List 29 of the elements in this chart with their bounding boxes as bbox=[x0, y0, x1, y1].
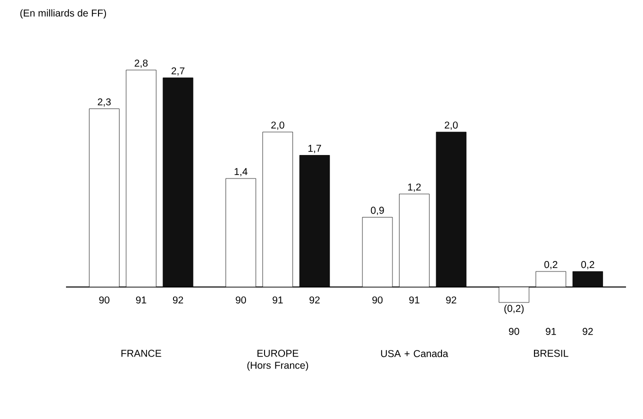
x-tick-label: USA + Canada bbox=[381, 350, 448, 358]
data-label: 1,2 bbox=[408, 184, 421, 192]
series-label: 92 bbox=[172, 296, 184, 304]
data-label: 1,7 bbox=[308, 144, 322, 154]
data-label: 2,0 bbox=[444, 122, 458, 130]
text: (En milliards de FF) bbox=[20, 9, 106, 19]
data-label: 0,9 bbox=[370, 206, 384, 216]
x-tick-label: EUROPE (Hors France) bbox=[247, 350, 308, 371]
text: 91 bbox=[409, 296, 420, 304]
x-tick-label: BRESIL bbox=[534, 350, 568, 357]
data-label: 0,2 bbox=[581, 261, 594, 270]
data-label: 2,8 bbox=[134, 60, 148, 68]
data-label: 2,7 bbox=[172, 67, 184, 76]
data-label: 0,2 bbox=[544, 261, 558, 270]
data-label: 2,3 bbox=[98, 98, 111, 107]
x-tick-label: FRANCE bbox=[121, 350, 162, 357]
series-label: 91 bbox=[136, 296, 146, 304]
text: 92 bbox=[310, 296, 320, 304]
data-label: 1,4 bbox=[234, 168, 248, 176]
text: 90 bbox=[236, 296, 246, 304]
data-label: 2,0 bbox=[271, 122, 284, 130]
series-label: 90 bbox=[99, 296, 110, 304]
text: 92 bbox=[582, 328, 593, 335]
text: 90 bbox=[372, 296, 383, 304]
text: 91 bbox=[546, 328, 556, 335]
data-label: (0,2) bbox=[504, 304, 524, 314]
text: 92 bbox=[446, 296, 456, 304]
text: 91 bbox=[272, 296, 283, 304]
text: 90 bbox=[508, 328, 520, 335]
